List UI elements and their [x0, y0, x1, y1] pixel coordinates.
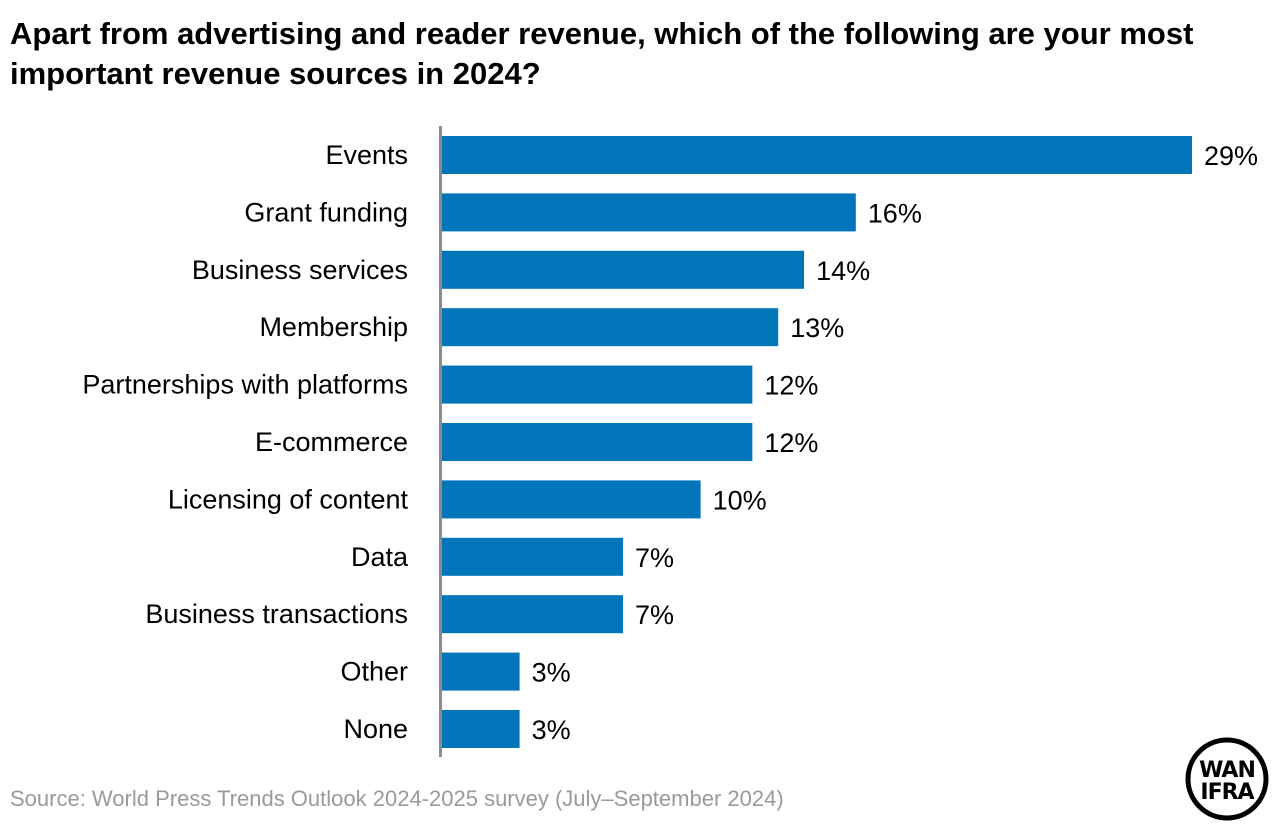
wan-ifra-logo: WAN IFRA — [1185, 737, 1269, 821]
category-label: Events — [325, 140, 408, 170]
source-note: Source: World Press Trends Outlook 2024-… — [10, 786, 784, 811]
bar-7 — [442, 537, 624, 576]
svg-text:IFRA: IFRA — [1200, 780, 1254, 805]
category-label: None — [343, 714, 408, 744]
bar-1 — [442, 193, 856, 232]
bar-8 — [442, 595, 624, 634]
bar-6 — [442, 480, 701, 519]
svg-text:WAN: WAN — [1199, 758, 1255, 783]
category-label: Data — [351, 542, 409, 572]
bar-3 — [442, 308, 779, 347]
bar-10 — [442, 710, 520, 748]
data-label: 10% — [713, 485, 767, 515]
category-label: Business transactions — [145, 599, 408, 629]
chart-title: Apart from advertising and reader revenu… — [10, 16, 1194, 91]
data-label: 7% — [635, 543, 674, 573]
data-label: 16% — [868, 198, 922, 228]
category-label: E-commerce — [255, 427, 408, 457]
category-label: Membership — [259, 312, 408, 342]
bar-2 — [442, 250, 805, 289]
data-label: 13% — [790, 313, 844, 343]
bar-4 — [442, 365, 753, 404]
category-label: Other — [340, 657, 408, 687]
bar-9 — [442, 652, 520, 691]
category-label: Business services — [192, 255, 408, 285]
category-label: Partnerships with platforms — [82, 370, 408, 400]
data-label: 14% — [816, 256, 870, 286]
data-label: 12% — [764, 371, 818, 401]
category-label: Licensing of content — [168, 484, 409, 514]
bar-5 — [442, 423, 753, 461]
data-label: 7% — [635, 600, 674, 630]
data-label: 3% — [532, 715, 571, 745]
bar-0 — [442, 136, 1192, 174]
data-label: 12% — [764, 428, 818, 458]
category-label: Grant funding — [244, 197, 408, 227]
data-label: 3% — [532, 658, 571, 688]
data-label: 29% — [1204, 141, 1258, 171]
